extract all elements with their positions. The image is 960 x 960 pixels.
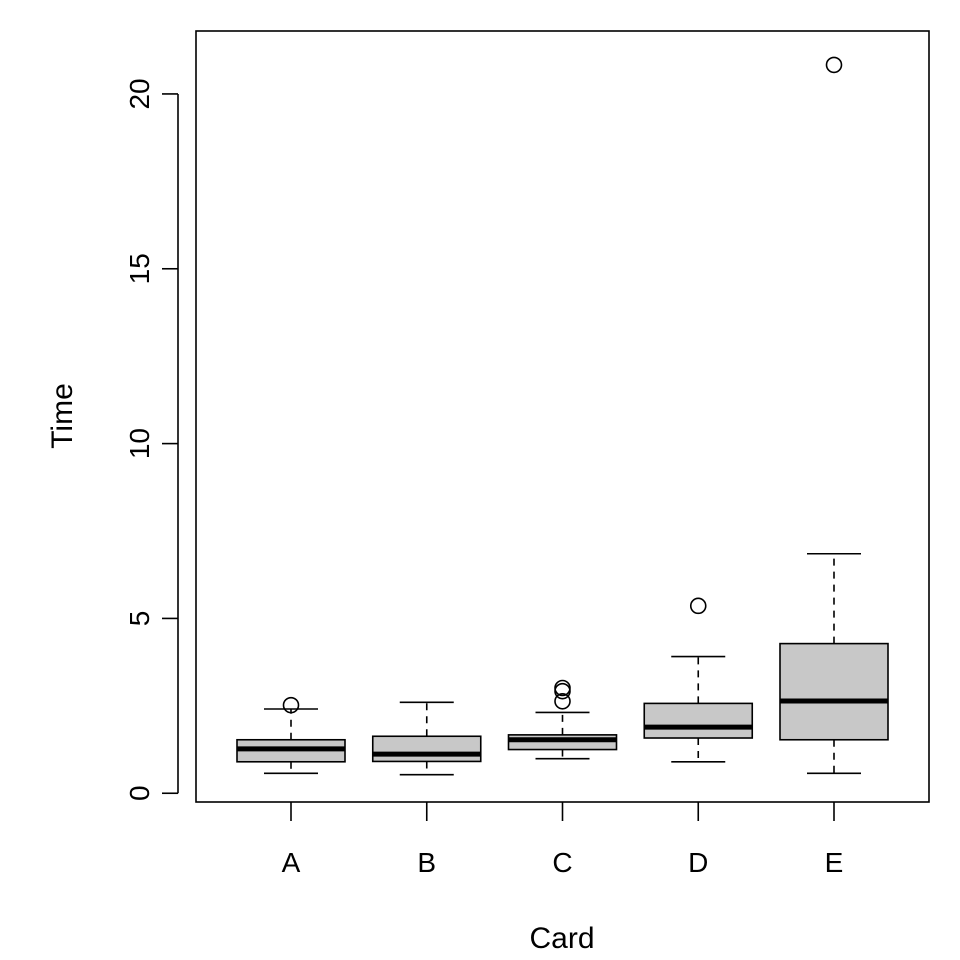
box-group-D (643, 597, 754, 763)
outlier-point (282, 696, 300, 714)
box-group-C (507, 679, 618, 760)
outlier-point (554, 692, 571, 710)
box-group-E (779, 56, 889, 775)
y-tick-label: 15 (124, 253, 155, 284)
outlier-point (825, 56, 843, 74)
iqr-box (779, 642, 889, 741)
plot-area (236, 56, 889, 776)
outlier-point (554, 679, 571, 697)
y-tick-label: 5 (124, 611, 155, 627)
x-tick-label: E (825, 847, 844, 878)
x-tick-label: A (282, 847, 301, 878)
y-axis-title: Time (46, 383, 79, 449)
y-tick-label: 0 (124, 785, 155, 801)
x-axis: A B C D E (282, 802, 844, 878)
y-axis: 0 5 10 15 20 (124, 78, 179, 801)
iqr-box (643, 702, 754, 739)
y-tick-label: 10 (124, 428, 155, 459)
box-group-A (236, 696, 346, 775)
x-axis-title: Card (529, 922, 594, 955)
y-tick-label: 20 (124, 78, 155, 109)
outlier-point (689, 597, 707, 615)
x-tick-label: D (688, 847, 708, 878)
box-group-B (371, 701, 482, 776)
x-tick-label: C (552, 847, 572, 878)
x-tick-label: B (417, 847, 436, 878)
iqr-box (371, 735, 482, 763)
